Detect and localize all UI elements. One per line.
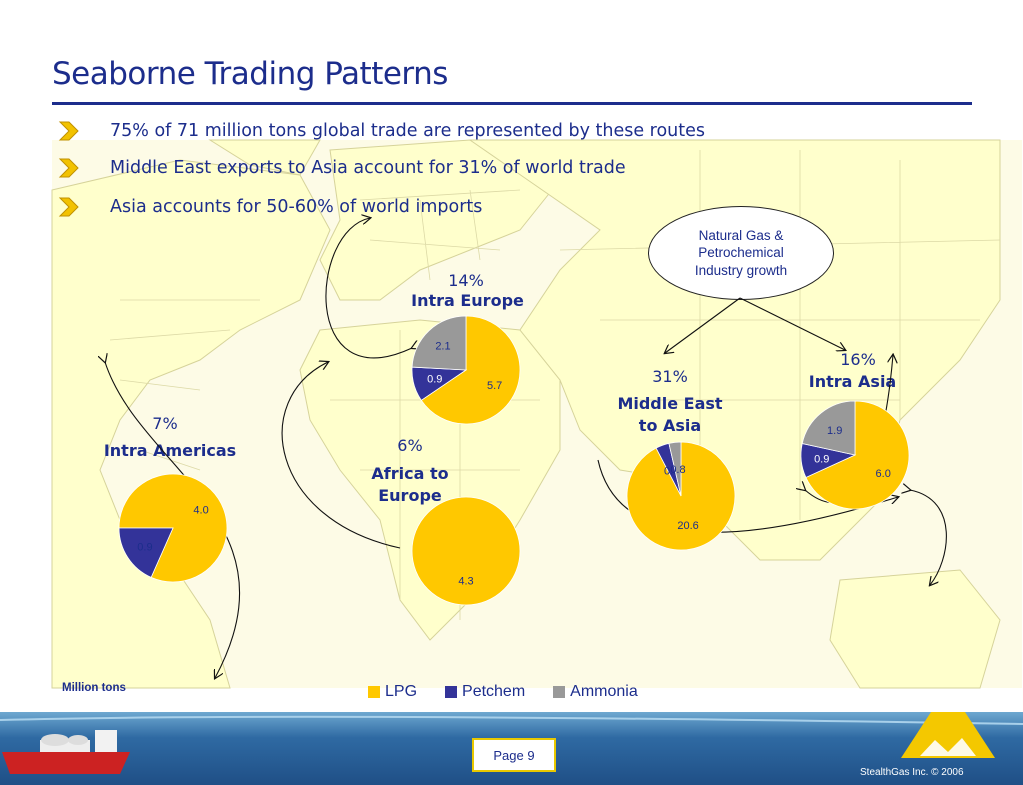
legend-swatch xyxy=(368,686,380,698)
callout-line: Industry growth xyxy=(694,262,788,278)
stealthgas-logo-icon xyxy=(901,712,995,758)
bullet-arrow-icon xyxy=(58,197,79,217)
americas-name: Intra Americas xyxy=(103,441,237,460)
bullet-item: 75% of 71 million tons global trade are … xyxy=(58,118,705,144)
growth-callout: Natural Gas & Petrochemical Industry gro… xyxy=(648,206,834,300)
bullet-item: Asia accounts for 50-60% of world import… xyxy=(58,194,482,220)
legend-swatch xyxy=(553,686,566,698)
legend: LPG Petchem Ammonia xyxy=(368,683,666,701)
legend-item-lpg: LPG xyxy=(368,683,417,701)
slide-title: Seaborne Trading Patterns xyxy=(52,56,448,92)
mideast-name: Middle East to Asia xyxy=(605,393,735,437)
mideast-name-line: Middle East xyxy=(617,394,723,413)
europe-name: Intra Europe xyxy=(411,291,524,310)
africa-name-line: Europe xyxy=(378,486,442,505)
africa-share: 6% xyxy=(397,436,423,455)
asia-share: 16% xyxy=(840,350,876,369)
legend-label: Petchem xyxy=(462,683,526,700)
callout-line: Natural Gas & xyxy=(698,227,784,243)
africa-name-line: Africa to xyxy=(371,464,449,483)
units-note: Million tons xyxy=(62,682,126,694)
title-rule xyxy=(52,102,972,105)
ship-icon xyxy=(2,730,130,774)
copyright: StealthGas Inc. © 2006 xyxy=(860,767,964,778)
mideast-share: 31% xyxy=(652,367,688,386)
bullet-text: 75% of 71 million tons global trade are … xyxy=(110,121,706,141)
legend-label: Ammonia xyxy=(570,683,638,700)
footer-art xyxy=(0,712,1023,774)
americas-share: 7% xyxy=(152,414,178,433)
europe-share: 14% xyxy=(448,271,484,290)
bullet-text: Middle East exports to Asia account for … xyxy=(110,158,626,178)
legend-label: LPG xyxy=(385,683,418,700)
legend-swatch xyxy=(445,686,458,698)
africa-name: Africa to Europe xyxy=(355,463,465,507)
bullet-item: Middle East exports to Asia account for … xyxy=(58,155,626,181)
asia-name: Intra Asia xyxy=(808,372,897,391)
mideast-name-line: to Asia xyxy=(638,416,702,435)
page-number: Page 9 xyxy=(472,738,556,772)
bullet-text: Asia accounts for 50-60% of world import… xyxy=(110,197,483,217)
bullet-arrow-icon xyxy=(58,121,79,141)
legend-item-petchem: Petchem xyxy=(445,683,525,701)
bullet-arrow-icon xyxy=(58,158,79,178)
callout-line: Petrochemical xyxy=(698,245,784,261)
legend-item-ammonia: Ammonia xyxy=(553,683,638,701)
